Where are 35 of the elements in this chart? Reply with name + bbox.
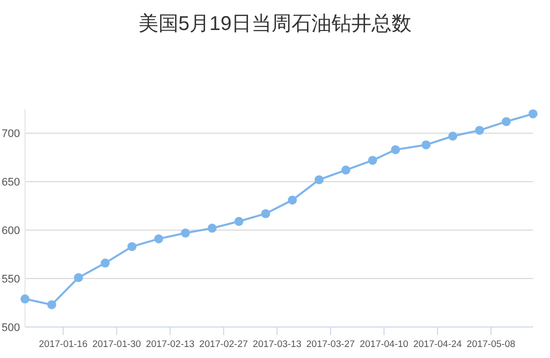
y-tick-label: 550 (2, 274, 20, 286)
x-tick-label: 2017-01-30 (92, 339, 141, 350)
y-tick-label: 600 (2, 225, 20, 238)
point (234, 216, 244, 226)
point (390, 145, 400, 154)
point (74, 273, 83, 282)
point (475, 126, 484, 135)
point (154, 234, 164, 244)
y-tick-label: 700 (2, 128, 20, 140)
point (422, 140, 431, 150)
point (261, 209, 270, 218)
point (314, 175, 324, 184)
point (448, 132, 458, 141)
x-tick-label: 2017-03-27 (306, 339, 355, 350)
x-tick-label: 2017-02-27 (199, 339, 248, 350)
point (288, 196, 297, 205)
x-tick-label: 2017-03-13 (252, 339, 302, 350)
point (127, 242, 136, 252)
chart-title: 美国5月19日当周石油钻井总数 (138, 12, 412, 35)
y-tick-label: 500 (2, 322, 20, 334)
point (47, 300, 56, 310)
x-tick-label: 2017-04-24 (413, 339, 462, 350)
point (528, 109, 538, 118)
y-tick-label: 650 (2, 176, 20, 189)
point (341, 166, 350, 175)
point (20, 294, 30, 304)
x-tick-label: 2017-04-10 (360, 339, 408, 350)
point (368, 156, 378, 165)
point (100, 258, 110, 268)
point (208, 224, 217, 233)
x-tick-label: 2017-01-16 (38, 339, 88, 350)
x-tick-label: 2017-05-08 (466, 339, 516, 350)
point (502, 117, 511, 126)
x-tick-label: 2017-02-13 (146, 339, 194, 350)
point (180, 228, 190, 238)
